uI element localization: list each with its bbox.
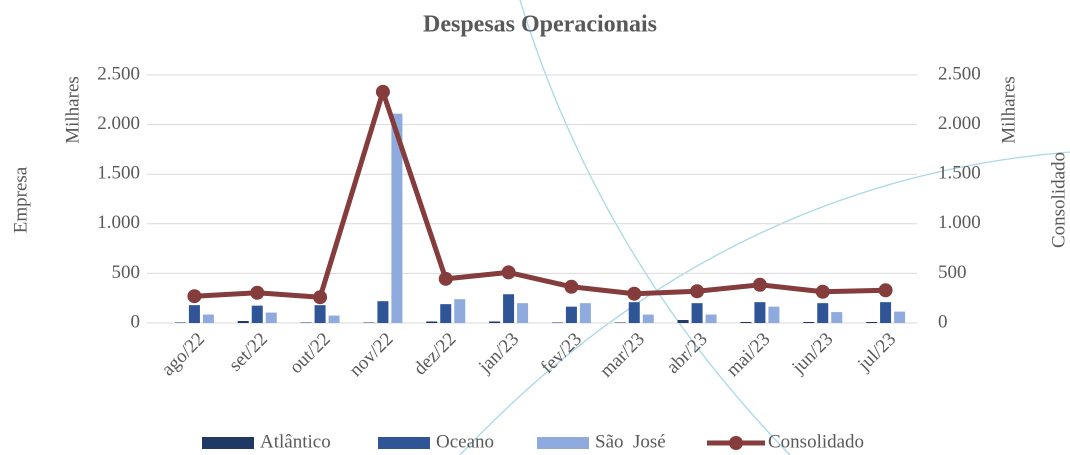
line xyxy=(194,92,885,297)
legend-label: São José xyxy=(595,431,666,452)
bar xyxy=(629,302,640,323)
x-tick-label: nov/22 xyxy=(345,329,397,381)
y-tick-label: 1.000 xyxy=(97,212,140,233)
y2-axis-title: Consolidado xyxy=(1048,152,1069,248)
bar xyxy=(566,307,577,323)
bar xyxy=(768,307,779,323)
x-tick-label: abr/23 xyxy=(663,329,712,378)
y2-tick-label: 500 xyxy=(938,262,967,283)
legend-swatch xyxy=(378,437,430,449)
chart: Despesas Operacionais Empresa Milhares M… xyxy=(0,0,1070,455)
x-tick-label: jan/23 xyxy=(474,329,523,378)
bar xyxy=(203,315,214,323)
line-marker xyxy=(753,278,767,292)
chart-title: Despesas Operacionais xyxy=(423,12,657,38)
bar xyxy=(817,303,828,323)
legend-swatch xyxy=(729,436,743,450)
x-tick-label: dez/22 xyxy=(410,329,461,380)
x-tick-label: mai/23 xyxy=(722,329,774,381)
y2-axis-unit: Milhares xyxy=(998,76,1019,144)
line-marker xyxy=(313,290,327,304)
line-marker xyxy=(816,285,830,299)
x-tick-label: ago/22 xyxy=(158,329,209,380)
bar xyxy=(754,302,765,323)
y-tick-label: 1.500 xyxy=(97,163,140,184)
line-marker xyxy=(250,286,264,300)
bar xyxy=(866,322,877,323)
line-marker xyxy=(439,272,453,286)
bar xyxy=(489,322,500,323)
y-tick-label: 2.500 xyxy=(97,63,140,84)
bar xyxy=(329,316,340,323)
y-tick-label: 500 xyxy=(112,262,141,283)
bar xyxy=(189,305,200,323)
legend-label: Atlântico xyxy=(260,431,331,452)
bar xyxy=(503,294,514,323)
line-marker xyxy=(627,287,641,301)
x-tick-label: mar/23 xyxy=(596,329,649,382)
y2-tick-label: 2.000 xyxy=(938,113,981,134)
bar xyxy=(831,312,842,323)
bar xyxy=(266,313,277,323)
y2-tick-label: 2.500 xyxy=(938,63,981,84)
bar xyxy=(706,315,717,323)
line-marker xyxy=(879,283,893,297)
line-marker xyxy=(502,265,516,279)
x-tick-label: out/22 xyxy=(286,329,335,378)
bar xyxy=(238,321,249,323)
decor-curve xyxy=(520,0,790,455)
x-tick-label: set/22 xyxy=(225,329,272,376)
y-axis-unit: Milhares xyxy=(62,76,83,144)
bar xyxy=(894,312,905,323)
y2-tick-label: 1.500 xyxy=(938,163,981,184)
line-marker xyxy=(187,289,201,303)
y-tick-label: 2.000 xyxy=(97,113,140,134)
legend-label: Oceano xyxy=(436,431,494,452)
line-marker xyxy=(376,85,390,99)
legend-label: Consolidado xyxy=(768,431,864,452)
bar xyxy=(740,322,751,323)
y2-tick-label: 1.000 xyxy=(938,212,981,233)
x-tick-label: jul/23 xyxy=(853,329,900,376)
bar xyxy=(252,306,263,323)
x-tick-label: fev/23 xyxy=(537,329,586,378)
bar xyxy=(426,322,437,323)
bar xyxy=(315,305,326,323)
y2-tick-label: 0 xyxy=(938,311,948,332)
bar xyxy=(377,301,388,323)
line-marker xyxy=(690,284,704,298)
bar xyxy=(440,304,451,323)
bar xyxy=(880,302,891,323)
bar xyxy=(678,320,689,323)
bar xyxy=(517,303,528,323)
y-tick-label: 0 xyxy=(131,311,141,332)
legend-swatch xyxy=(202,437,254,449)
y-axis-title: Empresa xyxy=(10,166,31,233)
bar xyxy=(454,299,465,323)
bar xyxy=(692,303,703,323)
legend-swatch xyxy=(537,437,589,449)
bar xyxy=(643,315,654,323)
bar xyxy=(580,303,591,323)
line-marker xyxy=(564,280,578,294)
bar xyxy=(803,322,814,323)
x-tick-label: jun/23 xyxy=(787,329,837,379)
